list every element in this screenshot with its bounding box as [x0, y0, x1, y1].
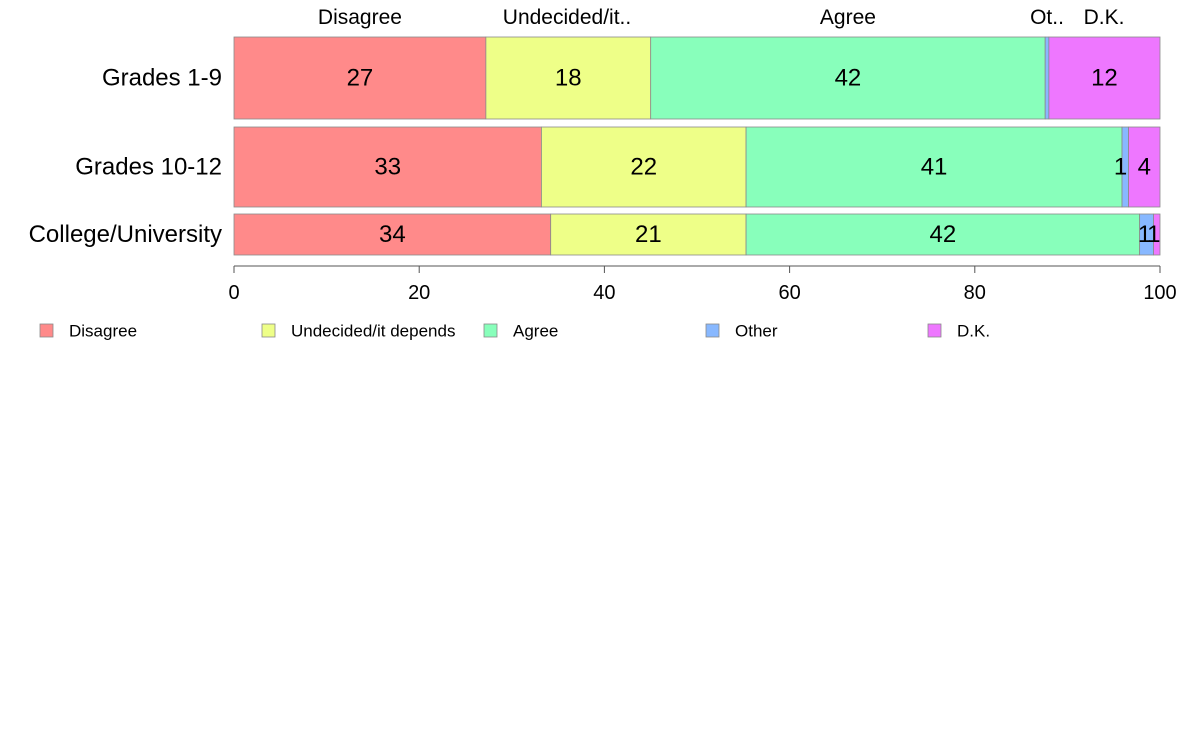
- data-label-other-college-university: 1: [1138, 221, 1151, 248]
- x-tick-label-40: 40: [593, 282, 615, 304]
- legend-swatch-agree: [483, 323, 498, 338]
- bar-undecided-it-depends-grades-1-9: [485, 36, 652, 120]
- bar-disagree-college-university: [233, 213, 552, 256]
- category-label-grades-10-12: Grades 10-12: [75, 154, 222, 181]
- x-tick-label-80: 80: [964, 282, 986, 304]
- bar-undecided-it-depends-grades-10-12: [541, 126, 747, 208]
- legend-label-other: Other: [735, 322, 778, 341]
- legend-label-agree: Agree: [513, 322, 558, 341]
- data-label-agree-grades-1-9: 42: [835, 65, 862, 92]
- bar-other-grades-1-9: [1044, 36, 1050, 120]
- data-label-d-k-college-university: 1: [1147, 221, 1160, 248]
- top-label-d-k: D.K.: [1084, 6, 1125, 29]
- top-label-agree: Agree: [820, 6, 876, 29]
- x-tick-label-60: 60: [778, 282, 800, 304]
- bar-agree-grades-10-12: [745, 126, 1123, 208]
- data-label-agree-grades-10-12: 41: [921, 154, 948, 181]
- bar-agree-college-university: [745, 213, 1141, 256]
- data-label-d-k-grades-1-9: 12: [1091, 65, 1118, 92]
- data-label-undecided-it-depends-college-university: 21: [635, 221, 662, 248]
- legend-label-d-k: D.K.: [957, 322, 990, 341]
- bar-undecided-it-depends-college-university: [550, 213, 747, 256]
- legend-label-undecided-it-depends: Undecided/it depends: [291, 322, 455, 341]
- category-label-college-university: College/University: [29, 221, 222, 248]
- top-label-disagree: Disagree: [318, 6, 402, 29]
- x-tick-label-100: 100: [1143, 282, 1176, 304]
- top-label-undecided-it: Undecided/it..: [503, 6, 631, 29]
- legend-swatch-other: [705, 323, 720, 338]
- bar-disagree-grades-10-12: [233, 126, 542, 208]
- bar-d-k-grades-10-12: [1128, 126, 1161, 208]
- bar-d-k-college-university: [1153, 213, 1161, 256]
- bar-agree-grades-1-9: [650, 36, 1046, 120]
- legend-swatch-d-k: [927, 323, 942, 338]
- category-label-grades-1-9: Grades 1-9: [102, 65, 222, 92]
- data-label-undecided-it-depends-grades-10-12: 22: [630, 154, 657, 181]
- data-label-undecided-it-depends-grades-1-9: 18: [555, 65, 582, 92]
- x-tick-label-0: 0: [228, 282, 239, 304]
- legend-swatch-undecided-it-depends: [261, 323, 276, 338]
- legend-label-disagree: Disagree: [69, 322, 137, 341]
- data-label-disagree-grades-10-12: 33: [374, 154, 401, 181]
- data-label-d-k-grades-10-12: 4: [1138, 154, 1151, 181]
- data-label-disagree-grades-1-9: 27: [347, 65, 374, 92]
- data-label-other-grades-10-12: 1: [1114, 154, 1127, 181]
- legend-swatch-disagree: [39, 323, 54, 338]
- bar-disagree-grades-1-9: [233, 36, 487, 120]
- data-label-disagree-college-university: 34: [379, 221, 406, 248]
- data-label-agree-college-university: 42: [930, 221, 957, 248]
- bar-d-k-grades-1-9: [1048, 36, 1161, 120]
- x-tick-label-20: 20: [408, 282, 430, 304]
- top-label-ot: Ot..: [1030, 6, 1064, 29]
